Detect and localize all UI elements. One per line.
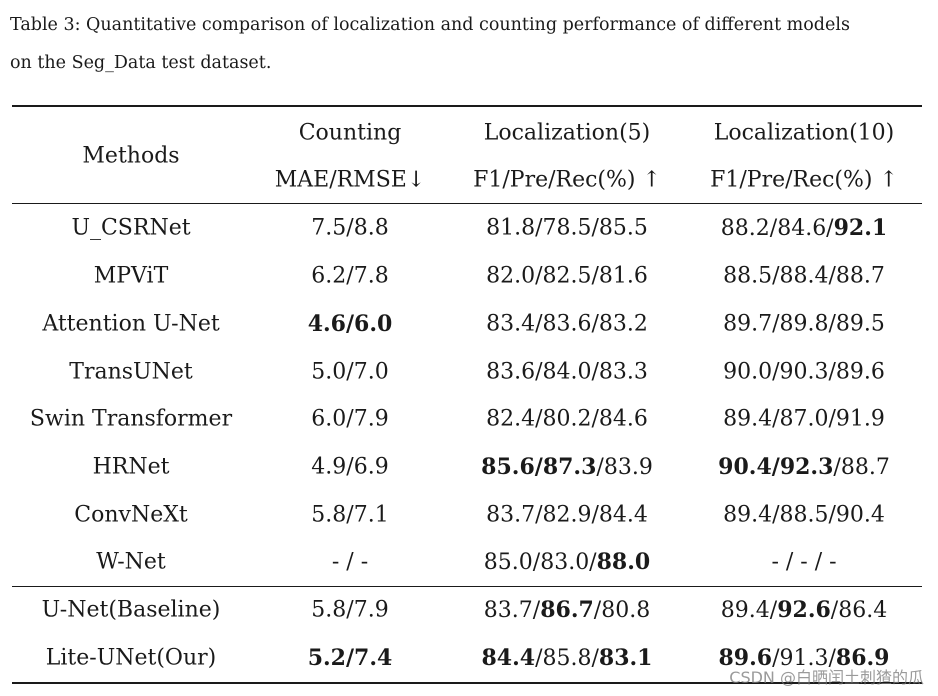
loc10-cell: 90.4/92.3/88.7 [718,454,890,480]
loc10-cell: 88.5/88.4/88.7 [723,263,885,289]
caption-line-1: Table 3: Quantitative comparison of loca… [10,15,850,35]
counting-cell: 6.2/7.8 [311,263,389,289]
loc5-cell: 82.4/80.2/84.6 [486,406,648,432]
top-rule [12,105,922,107]
header-counting-metric: MAE/RMSE↓ [274,167,426,193]
method-cell: Attention U-Net [42,311,220,337]
loc5-cell: 83.6/84.0/83.3 [486,359,648,385]
loc5-cell: 84.4/85.8/83.1 [481,645,653,671]
loc5-cell: 83.7/86.7/80.8 [483,597,651,623]
bottom-rule [12,682,922,684]
counting-cell: 4.9/6.9 [311,454,389,480]
loc10-cell: 88.2/84.6/92.1 [720,215,888,241]
header-rule [12,203,922,204]
header-loc10-metric: F1/Pre/Rec(%) ↑ [710,167,898,193]
loc5-cell: 83.7/82.9/84.4 [486,502,648,528]
loc10-cell: 89.4/87.0/91.9 [723,406,885,432]
loc10-cell: 89.7/89.8/89.5 [723,311,885,337]
table-caption: Table 3: Quantitative comparison of loca… [10,6,930,82]
header-loc5: Localization(5) [483,120,651,146]
group-rule [12,586,922,587]
loc5-cell: 83.4/83.6/83.2 [486,311,648,337]
loc5-cell: 82.0/82.5/81.6 [486,263,648,289]
header-loc5-metric: F1/Pre/Rec(%) ↑ [473,167,661,193]
loc10-cell: - / - / - [771,549,837,575]
method-cell: HRNet [92,454,170,480]
method-cell: W-Net [96,549,166,575]
method-cell: MPViT [93,263,169,289]
caption-line-2: on the Seg_Data test dataset. [10,53,272,73]
counting-cell: 5.8/7.9 [311,597,389,623]
watermark: CSDN @白晒闰土刺猹的瓜 [729,668,924,687]
method-cell: TransUNet [69,359,193,385]
counting-cell: 5.8/7.1 [311,502,389,528]
loc5-cell: 85.0/83.0/88.0 [483,549,651,575]
loc10-cell: 89.6/91.3/86.9 [718,645,890,671]
counting-cell: 7.5/8.8 [311,215,389,241]
counting-cell: 5.0/7.0 [311,359,389,385]
loc10-cell: 89.4/92.6/86.4 [720,597,888,623]
method-cell: Swin Transformer [29,406,233,432]
loc10-cell: 90.0/90.3/89.6 [723,359,885,385]
header-loc10: Localization(10) [713,120,895,146]
header-counting: Counting [298,120,402,146]
counting-cell: 4.6/6.0 [307,311,393,337]
counting-cell: - / - [331,549,369,575]
counting-cell: 6.0/7.9 [311,406,389,432]
header-methods: Methods [82,143,180,169]
method-cell: U_CSRNet [71,215,191,241]
loc5-cell: 81.8/78.5/85.5 [486,215,648,241]
loc5-cell: 85.6/87.3/83.9 [481,454,653,480]
method-cell: ConvNeXt [74,502,188,528]
method-cell: Lite-UNet(Our) [45,645,217,671]
counting-cell: 5.2/7.4 [307,645,393,671]
method-cell: U-Net(Baseline) [41,597,221,623]
loc10-cell: 89.4/88.5/90.4 [723,502,885,528]
